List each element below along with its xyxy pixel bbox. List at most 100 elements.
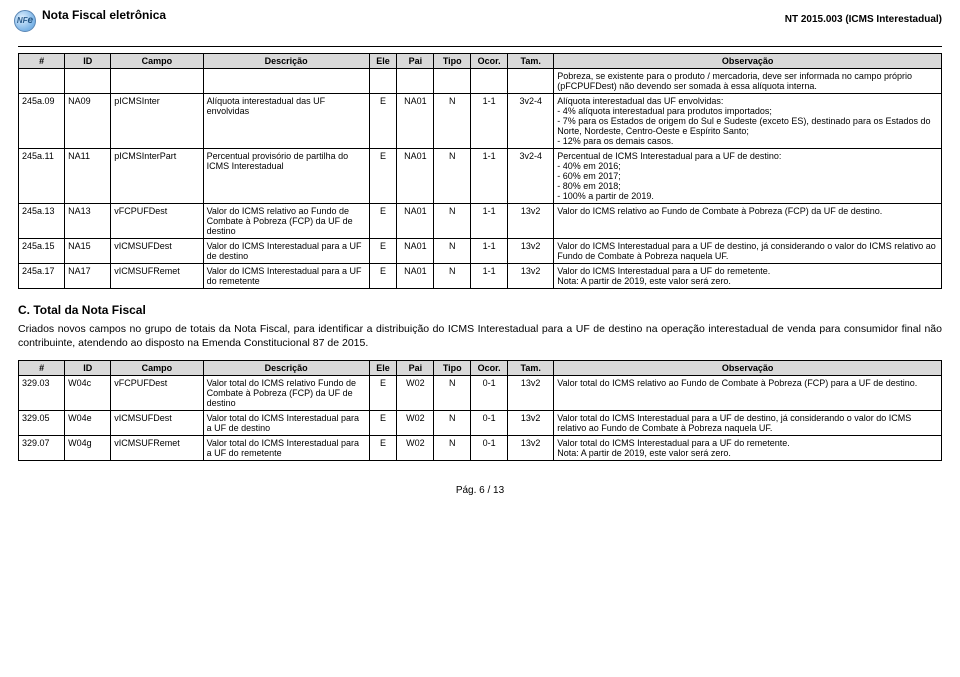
col-num: # [19,361,65,376]
cell-tam: 13v2 [508,264,554,289]
cell-pai: NA01 [397,239,434,264]
cell-obs: Percentual de ICMS Interestadual para a … [554,149,942,204]
table-row: 245a.17NA17vICMSUFRemetValor do ICMS Int… [19,264,942,289]
cell-obs: Pobreza, se existente para o produto / m… [554,69,942,94]
cell-tam: 13v2 [508,204,554,239]
col-ele: Ele [369,361,397,376]
cell-obs: Valor total do ICMS Interestadual para a… [554,436,942,461]
col-tipo: Tipo [434,54,471,69]
cell-tam: 3v2-4 [508,149,554,204]
cell-tipo: N [434,436,471,461]
col-id: ID [65,361,111,376]
page-footer: Pág. 6 / 13 [18,485,942,496]
cell-ele: E [369,436,397,461]
cell-obs: Valor do ICMS Interestadual para a UF do… [554,264,942,289]
cell-num [19,69,65,94]
cell-num: 245a.17 [19,264,65,289]
table-header-row: # ID Campo Descrição Ele Pai Tipo Ocor. … [19,361,942,376]
cell-id: NA15 [65,239,111,264]
cell-ele [369,69,397,94]
col-ocor: Ocor. [471,54,508,69]
cell-desc: Valor total do ICMS relativo Fundo de Co… [203,376,369,411]
table-row: 329.03W04cvFCPUFDestValor total do ICMS … [19,376,942,411]
cell-obs: Alíquota interestadual das UF envolvidas… [554,94,942,149]
table-row: 245a.15NA15vICMSUFDestValor do ICMS Inte… [19,239,942,264]
cell-ele: E [369,376,397,411]
cell-obs: Valor total do ICMS relativo ao Fundo de… [554,376,942,411]
cell-num: 245a.13 [19,204,65,239]
cell-obs: Valor do ICMS relativo ao Fundo de Comba… [554,204,942,239]
table2-body: 329.03W04cvFCPUFDestValor total do ICMS … [19,376,942,461]
cell-ele: E [369,94,397,149]
cell-ele: E [369,204,397,239]
col-campo: Campo [111,54,203,69]
doc-title: Nota Fiscal eletrônica [42,8,166,22]
table-row: 329.05W04evICMSUFDestValor total do ICMS… [19,411,942,436]
fields-table-2: # ID Campo Descrição Ele Pai Tipo Ocor. … [18,360,942,461]
header-divider [18,46,942,47]
cell-id: NA13 [65,204,111,239]
cell-ele: E [369,411,397,436]
cell-ocor: 1-1 [471,149,508,204]
cell-ele: E [369,264,397,289]
cell-tam: 13v2 [508,239,554,264]
nfe-logo-icon: NF e [14,10,36,32]
fields-table-1: # ID Campo Descrição Ele Pai Tipo Ocor. … [18,53,942,289]
cell-pai: NA01 [397,264,434,289]
table-row: 329.07W04gvICMSUFRemetValor total do ICM… [19,436,942,461]
table-row: 245a.13NA13vFCPUFDestValor do ICMS relat… [19,204,942,239]
cell-tipo: N [434,94,471,149]
col-campo: Campo [111,361,203,376]
cell-pai: W02 [397,411,434,436]
section-c-paragraph: Criados novos campos no grupo de totais … [18,323,942,350]
cell-tipo: N [434,149,471,204]
cell-tam: 13v2 [508,376,554,411]
col-pai: Pai [397,54,434,69]
col-desc: Descrição [203,54,369,69]
cell-pai: NA01 [397,149,434,204]
cell-tipo: N [434,264,471,289]
cell-ele: E [369,239,397,264]
cell-id: NA17 [65,264,111,289]
col-ele: Ele [369,54,397,69]
cell-id: NA11 [65,149,111,204]
cell-pai: W02 [397,376,434,411]
table-row: Pobreza, se existente para o produto / m… [19,69,942,94]
cell-id: NA09 [65,94,111,149]
col-tam: Tam. [508,361,554,376]
table1-body: Pobreza, se existente para o produto / m… [19,69,942,289]
col-obs: Observação [554,361,942,376]
cell-pai: NA01 [397,94,434,149]
cell-pai: NA01 [397,204,434,239]
col-desc: Descrição [203,361,369,376]
cell-id: W04e [65,411,111,436]
cell-num: 329.03 [19,376,65,411]
cell-campo: vFCPUFDest [111,376,203,411]
cell-desc: Valor do ICMS relativo ao Fundo de Comba… [203,204,369,239]
table-row: 245a.09NA09pICMSInterAlíquota interestad… [19,94,942,149]
section-c-title: C. Total da Nota Fiscal [18,303,942,317]
cell-desc [203,69,369,94]
cell-desc: Valor total do ICMS Interestadual para a… [203,411,369,436]
cell-tipo: N [434,411,471,436]
table-row: 245a.11NA11pICMSInterPartPercentual prov… [19,149,942,204]
col-tipo: Tipo [434,361,471,376]
cell-desc: Valor total do ICMS Interestadual para a… [203,436,369,461]
cell-id: W04g [65,436,111,461]
cell-campo: pICMSInter [111,94,203,149]
cell-ocor: 0-1 [471,411,508,436]
cell-tipo: N [434,204,471,239]
cell-campo: vICMSUFDest [111,411,203,436]
cell-num: 245a.15 [19,239,65,264]
cell-campo: vICMSUFDest [111,239,203,264]
cell-campo: vFCPUFDest [111,204,203,239]
cell-obs: Valor do ICMS Interestadual para a UF de… [554,239,942,264]
cell-num: 329.05 [19,411,65,436]
page-header: NF e Nota Fiscal eletrônica NT 2015.003 … [18,12,942,40]
cell-obs: Valor total do ICMS Interestadual para a… [554,411,942,436]
cell-id [65,69,111,94]
cell-desc: Valor do ICMS Interestadual para a UF de… [203,239,369,264]
cell-ocor: 1-1 [471,94,508,149]
cell-tam [508,69,554,94]
cell-desc: Alíquota interestadual das UF envolvidas [203,94,369,149]
